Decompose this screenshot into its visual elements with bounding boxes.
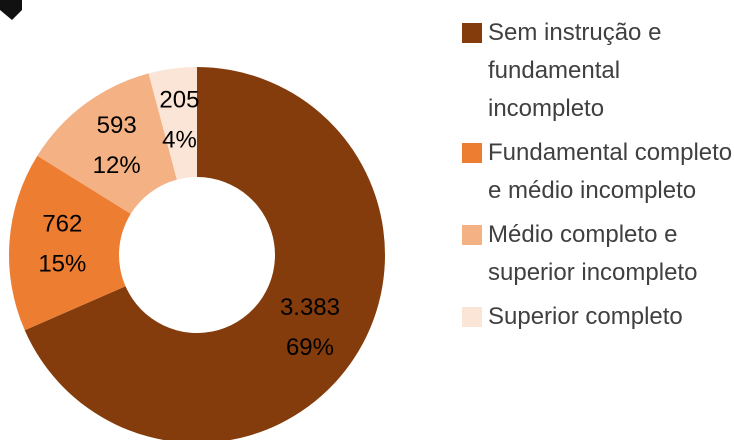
slice xyxy=(24,67,385,440)
legend: Sem instrução e fundamental incompleto Fu… xyxy=(462,14,734,342)
legend-swatch xyxy=(462,143,482,163)
slice xyxy=(37,73,177,214)
percent-label: 15% xyxy=(38,251,86,278)
legend-label: Fundamental completo e médio incompleto xyxy=(488,139,733,204)
icon xyxy=(0,0,22,20)
value-label: 762 xyxy=(42,211,82,238)
slice xyxy=(148,67,197,180)
legend-label: Médio completo e superior incompleto xyxy=(488,221,698,286)
slice xyxy=(8,155,131,331)
chart: 3.383 69% 762 15% 593 12% 205 4% xyxy=(0,0,385,440)
legend-item: Fundamental completo e médio incompleto xyxy=(462,134,734,210)
value-label: 593 xyxy=(97,112,137,139)
legend-swatch xyxy=(462,307,482,327)
percent-label: 69% xyxy=(286,334,334,361)
value-label: 3.383 xyxy=(280,294,340,321)
value-label: 205 xyxy=(159,86,199,113)
legend-swatch xyxy=(462,225,482,245)
legend-label: Sem instrução e fundamental incompleto xyxy=(488,19,662,122)
legend-label: Superior completo xyxy=(488,303,683,330)
legend-item: Superior completo xyxy=(462,298,734,336)
legend-item: Sem instrução e fundamental incompleto xyxy=(462,14,734,128)
percent-label: 12% xyxy=(93,152,141,179)
percent-label: 4% xyxy=(162,126,197,153)
legend-item: Médio completo e superior incompleto xyxy=(462,216,734,292)
legend-swatch xyxy=(462,23,482,43)
